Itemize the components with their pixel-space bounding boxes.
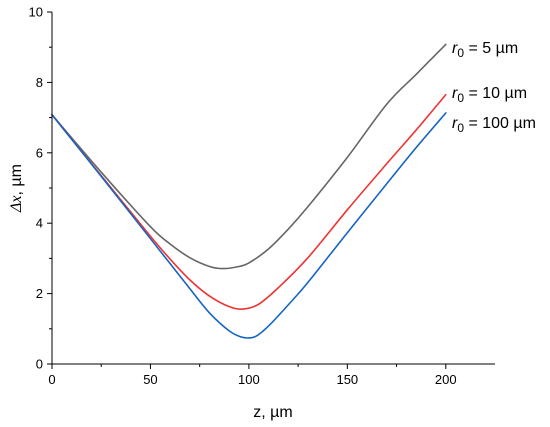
y-axis-ticks: 0 2 4 6 8 10 [29, 5, 52, 372]
y-tick-label: 2 [36, 286, 43, 301]
series-label-var: r [452, 40, 458, 57]
x-tick-label: 150 [336, 372, 358, 387]
series-label-value: = 5 µm [464, 40, 518, 57]
series-label-0: r0 = 5 µm [452, 40, 518, 60]
x-axis-title: z, µm [253, 404, 292, 421]
x-axis-ticks: 0 50 100 150 200 [48, 364, 457, 387]
x-tick-label: 200 [435, 372, 457, 387]
x-tick-label: 50 [143, 372, 157, 387]
series-line-2 [51, 112, 447, 339]
series-lines [51, 43, 447, 339]
y-axis-unit: , µm [8, 164, 25, 195]
series-label-subscript: 0 [457, 91, 464, 105]
series-label-var: r [452, 115, 458, 132]
x-tick-label: 100 [238, 372, 260, 387]
series-label-subscript: 0 [457, 121, 464, 135]
y-tick-label: 8 [36, 75, 43, 90]
series-label-value: = 100 µm [464, 115, 536, 132]
y-tick-label: 4 [36, 216, 43, 231]
x-tick-label: 0 [48, 372, 55, 387]
series-label-var: r [452, 85, 458, 102]
series-label-2: r0 = 100 µm [452, 115, 536, 135]
series-label-1: r0 = 10 µm [452, 85, 527, 105]
y-axis-title: Δx, µm [8, 164, 25, 213]
series-line-0 [51, 43, 447, 270]
y-tick-label: 6 [36, 145, 43, 160]
series-label-subscript: 0 [457, 46, 464, 60]
y-tick-label: 10 [29, 5, 43, 20]
series-label-value: = 10 µm [464, 85, 527, 102]
y-axis-symbol: Δx [8, 195, 25, 213]
series-line-1 [51, 93, 447, 310]
axes [51, 12, 495, 365]
y-tick-label: 0 [36, 357, 43, 372]
